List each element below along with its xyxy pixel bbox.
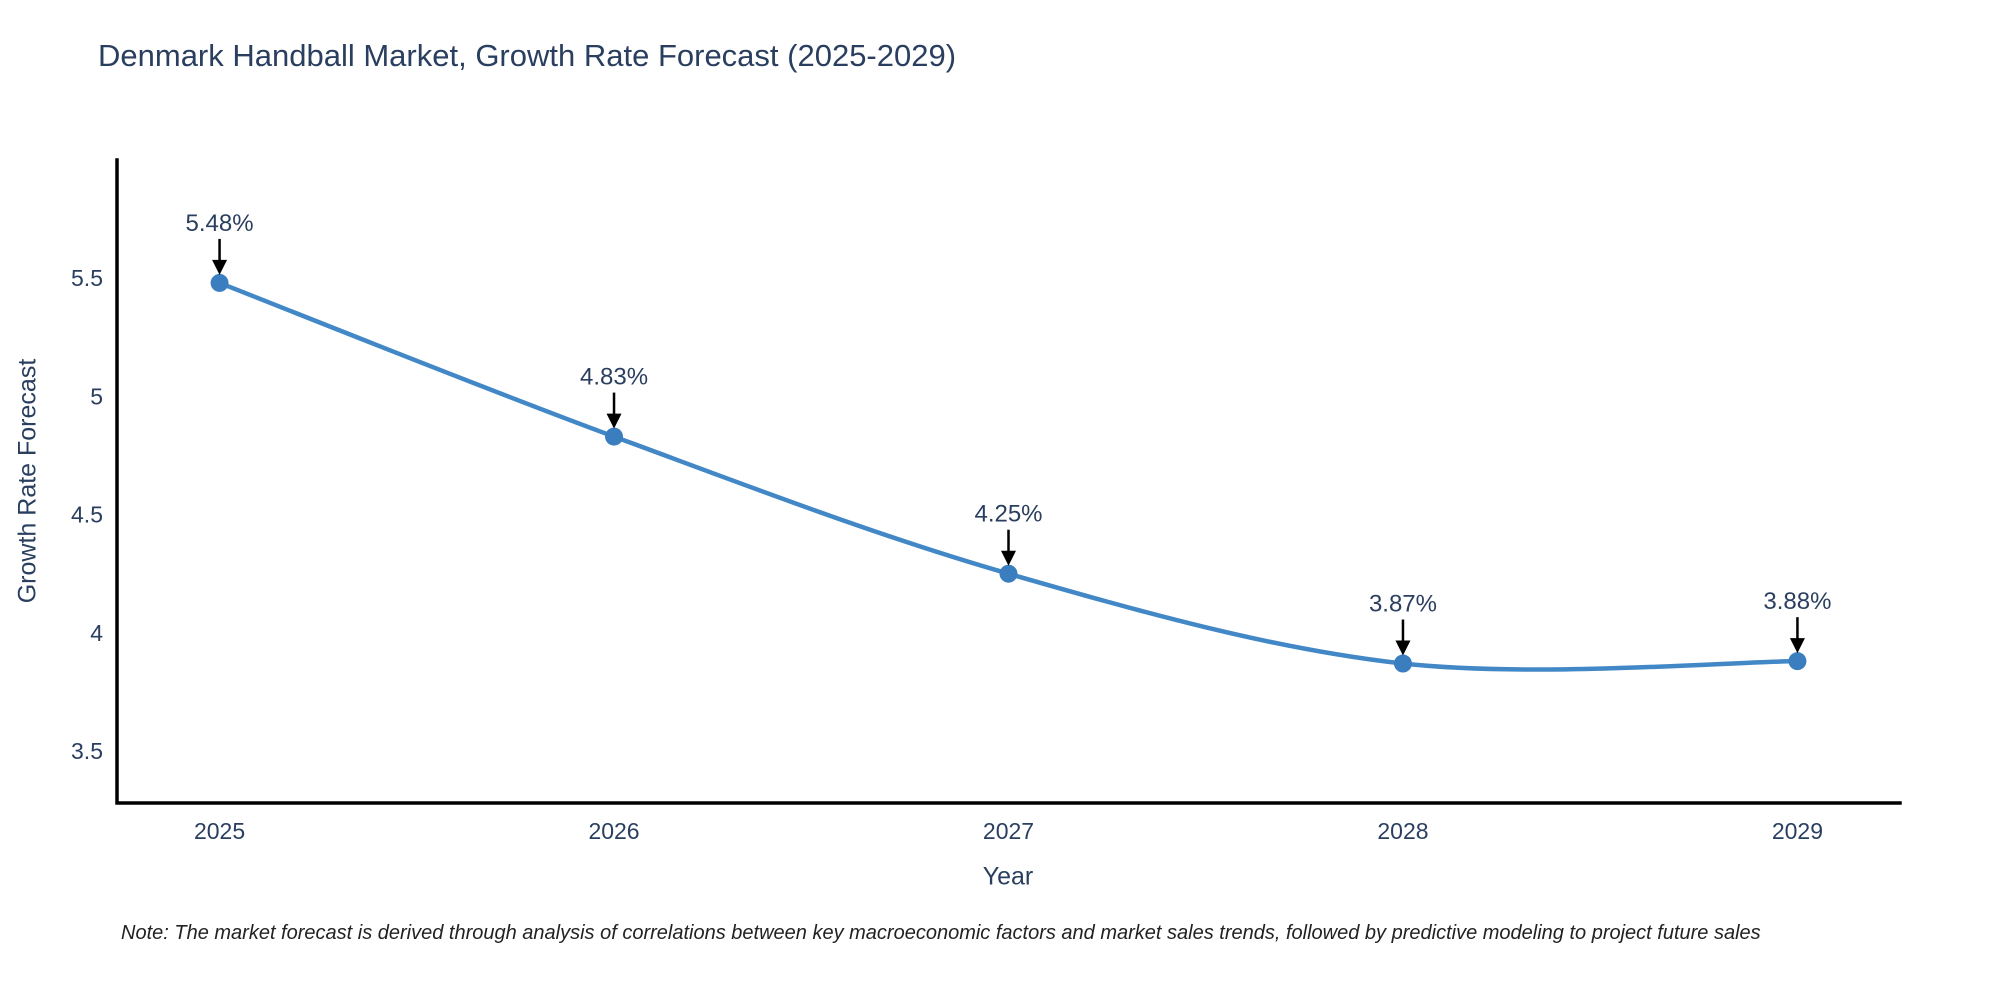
data-point-label: 3.87% <box>1369 591 1437 618</box>
series-line <box>218 280 1798 672</box>
y-tick-label: 3.5 <box>71 738 103 764</box>
data-point-label: 4.83% <box>580 364 648 391</box>
chart-footnote: Note: The market forecast is derived thr… <box>121 922 1761 944</box>
data-point-label: 4.25% <box>974 501 1042 528</box>
y-tick-label: 5 <box>90 383 103 409</box>
annotation-arrow-head <box>212 259 228 275</box>
y-tick-label: 4 <box>90 620 103 646</box>
chart-title: Denmark Handball Market, Growth Rate For… <box>98 38 957 73</box>
axis-lines <box>115 158 1902 805</box>
x-tick-label: 2029 <box>1772 818 1823 844</box>
data-point-marker <box>210 273 229 292</box>
x-axis-title: Year <box>982 862 1034 891</box>
x-tick-label: 2025 <box>194 818 245 844</box>
data-point-marker <box>1393 654 1412 673</box>
x-tick-label: 2027 <box>983 818 1034 844</box>
annotation-arrow-head <box>606 413 622 429</box>
annotation-arrow-head <box>1789 638 1805 654</box>
data-point-marker <box>605 427 624 446</box>
x-tick-label: 2026 <box>588 818 639 844</box>
y-axis-title: Growth Rate Forecast <box>13 358 42 604</box>
annotation-arrow-head <box>1395 640 1411 656</box>
y-tick-label: 4.5 <box>71 502 103 528</box>
data-point-label: 5.48% <box>186 210 254 237</box>
x-tick-label: 2028 <box>1377 818 1428 844</box>
data-point-marker <box>1788 652 1807 671</box>
data-point-label: 3.88% <box>1763 588 1831 615</box>
data-point-marker <box>999 564 1018 583</box>
y-tick-label: 5.5 <box>71 265 103 291</box>
annotation-arrow-head <box>1001 550 1016 566</box>
